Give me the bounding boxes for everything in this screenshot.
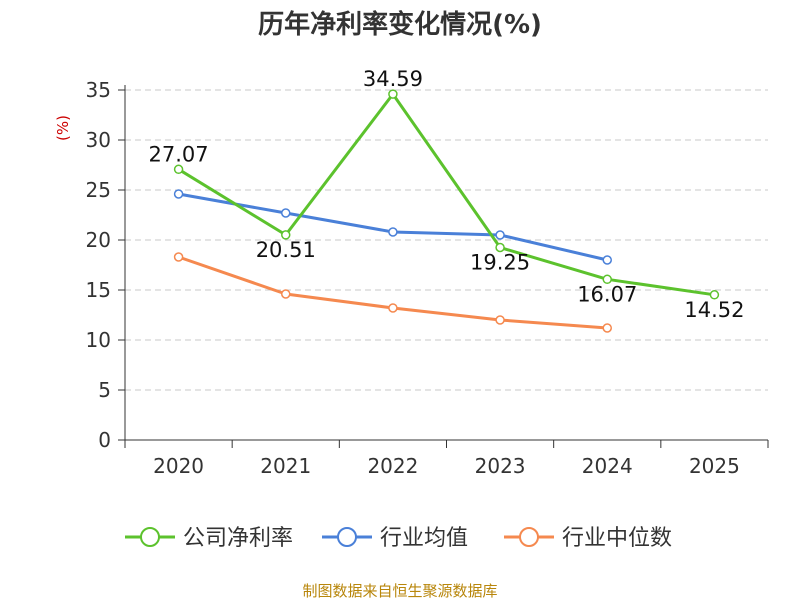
data-label: 19.25 bbox=[470, 251, 530, 275]
grid-lines bbox=[125, 89, 768, 391]
data-label: 16.07 bbox=[577, 282, 637, 306]
data-point[interactable] bbox=[173, 164, 184, 175]
data-point[interactable] bbox=[173, 189, 184, 199]
x-tick-label: 2022 bbox=[367, 454, 418, 478]
legend-item-0[interactable]: 公司净利率 bbox=[125, 526, 293, 551]
legend-label: 行业均值 bbox=[380, 526, 468, 551]
x-tick-label: 2025 bbox=[689, 454, 740, 478]
data-point[interactable] bbox=[602, 323, 612, 333]
y-tick-label: 35 bbox=[86, 78, 111, 102]
series-line bbox=[177, 92, 715, 297]
y-tick-label: 5 bbox=[98, 378, 111, 402]
data-point[interactable] bbox=[173, 252, 184, 262]
y-tick-label: 15 bbox=[86, 278, 111, 302]
data-point[interactable] bbox=[388, 89, 398, 99]
series-line bbox=[178, 255, 608, 330]
data-point[interactable] bbox=[281, 208, 291, 218]
data-point[interactable] bbox=[388, 303, 398, 313]
data-point[interactable] bbox=[281, 289, 291, 299]
data-label: 20.51 bbox=[256, 238, 316, 262]
series-2 bbox=[173, 252, 612, 333]
legend-marker bbox=[140, 527, 160, 547]
series-1 bbox=[173, 189, 612, 265]
data-point[interactable] bbox=[602, 274, 612, 285]
data-point[interactable] bbox=[495, 242, 505, 253]
data-point[interactable] bbox=[495, 230, 505, 240]
data-point[interactable] bbox=[709, 290, 720, 300]
data-point[interactable] bbox=[602, 255, 612, 265]
legend-item-2[interactable]: 行业中位数 bbox=[504, 526, 672, 551]
legend: 公司净利率 行业均值 行业中位数 bbox=[125, 526, 672, 551]
y-tick-label: 25 bbox=[86, 178, 111, 202]
series-layer bbox=[173, 89, 720, 333]
series-0 bbox=[173, 89, 720, 300]
x-tick-label: 2024 bbox=[582, 454, 633, 478]
data-label: 34.59 bbox=[363, 67, 423, 91]
y-tick-label: 20 bbox=[86, 228, 111, 252]
y-tick-label: 10 bbox=[86, 328, 111, 352]
legend-marker bbox=[337, 527, 357, 547]
data-label: 27.07 bbox=[149, 142, 209, 166]
legend-marker bbox=[519, 527, 539, 547]
y-tick-label: 30 bbox=[86, 128, 111, 152]
legend-label: 公司净利率 bbox=[183, 526, 293, 551]
y-axis-unit-label: (%) bbox=[54, 115, 72, 141]
data-point[interactable] bbox=[281, 230, 291, 240]
legend-label: 行业中位数 bbox=[562, 526, 672, 551]
series-line bbox=[178, 192, 608, 262]
data-point[interactable] bbox=[495, 315, 505, 325]
chart-title: 历年净利率变化情况(%) bbox=[258, 9, 542, 40]
x-tick-label: 2020 bbox=[153, 454, 204, 478]
data-point[interactable] bbox=[388, 227, 398, 237]
source-note: 制图数据来自恒生聚源数据库 bbox=[302, 582, 497, 600]
data-label: 14.52 bbox=[684, 298, 744, 322]
x-tick-label: 2021 bbox=[260, 454, 311, 478]
y-tick-label: 0 bbox=[98, 428, 111, 452]
data-labels: 27.07 20.51 34.59 19.25 16.07 14.52 bbox=[149, 67, 745, 322]
x-tick-label: 2023 bbox=[475, 454, 526, 478]
legend-item-1[interactable]: 行业均值 bbox=[322, 526, 468, 551]
